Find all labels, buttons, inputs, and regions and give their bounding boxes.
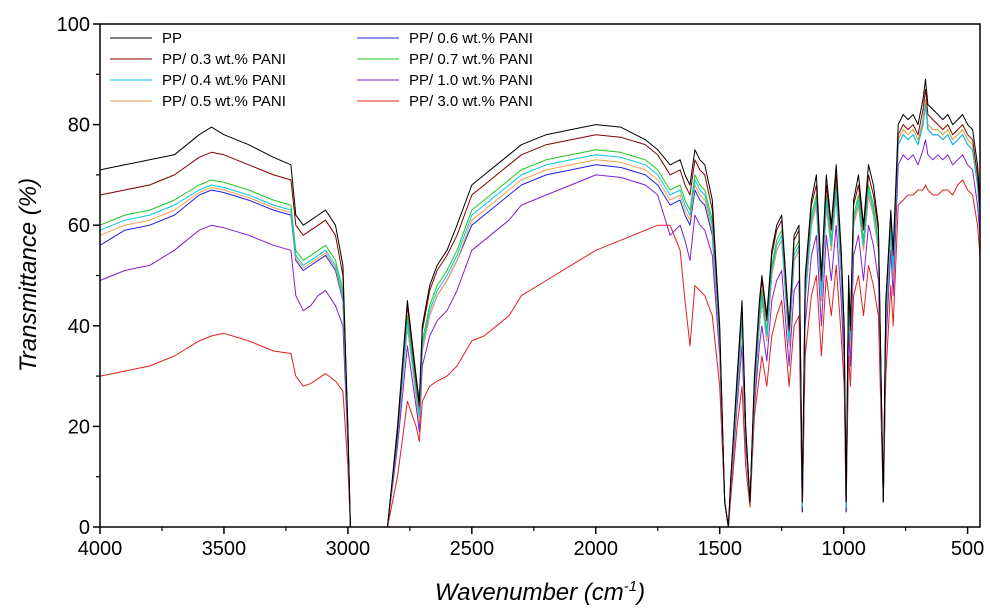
x-axis-title: Wavenumber (cm-1) bbox=[435, 578, 645, 606]
x-tick-label-1: 3500 bbox=[202, 538, 247, 560]
x-tick-label-5: 1500 bbox=[697, 538, 742, 560]
x-tick-label-6: 1000 bbox=[821, 538, 866, 560]
x-axis-title-end: ) bbox=[634, 579, 645, 606]
y-tick-label-0: 0 bbox=[79, 517, 90, 539]
legend-label-1: PP/ 0.3 wt.% PANI bbox=[162, 51, 286, 68]
legend-label-7: PP/ 3.0 wt.% PANI bbox=[409, 93, 533, 110]
legend-label-2: PP/ 0.4 wt.% PANI bbox=[162, 72, 286, 89]
x-tick-label-0: 4000 bbox=[78, 538, 123, 560]
legend-label-3: PP/ 0.5 wt.% PANI bbox=[162, 93, 286, 110]
legend: PP PP/ 0.3 wt.% PANI PP/ 0.4 wt.% PANI PP/ … bbox=[110, 30, 533, 110]
y-tick-label-2: 40 bbox=[68, 316, 90, 338]
y-tick-label-3: 60 bbox=[68, 215, 90, 237]
y-axis-title: Transmittance (%) bbox=[15, 178, 42, 372]
series-line-0 bbox=[99, 78, 981, 528]
y-axis: 0 20 40 60 80 100 bbox=[57, 14, 100, 539]
x-tick-label-3: 2500 bbox=[450, 538, 495, 560]
series-layer bbox=[99, 78, 981, 528]
y-tick-label-4: 80 bbox=[68, 115, 90, 137]
legend-label-4: PP/ 0.6 wt.% PANI bbox=[409, 30, 533, 47]
x-axis: 4000 3500 3000 2500 2000 1500 1000 500 bbox=[78, 527, 984, 560]
legend-label-6: PP/ 1.0 wt.% PANI bbox=[409, 72, 533, 89]
x-tick-label-7: 500 bbox=[951, 538, 984, 560]
legend-label-5: PP/ 0.7 wt.% PANI bbox=[409, 51, 533, 68]
x-axis-title-superscript: -1 bbox=[624, 578, 637, 595]
legend-label-0: PP bbox=[162, 30, 182, 47]
y-tick-label-1: 20 bbox=[68, 416, 90, 438]
y-tick-label-5: 100 bbox=[57, 14, 90, 36]
x-tick-label-4: 2000 bbox=[574, 538, 619, 560]
x-tick-label-2: 3000 bbox=[326, 538, 371, 560]
